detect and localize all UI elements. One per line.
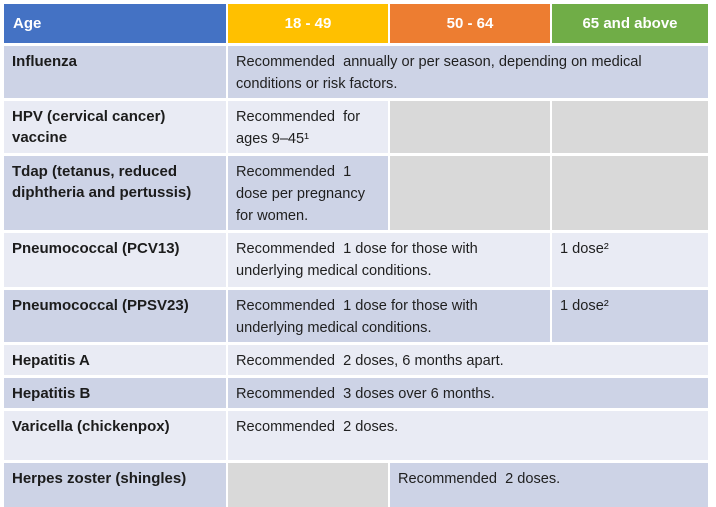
recommendation-cell-hepatitis-b: Recommended 3 doses over 6 months. xyxy=(228,378,708,408)
age-group-18-49-header: 18 - 49 xyxy=(228,4,388,43)
table-row-hepatitis-a: Hepatitis A Recommended 2 doses, 6 month… xyxy=(4,345,708,375)
empty-cell-herpes-zoster-18-49 xyxy=(228,463,388,507)
vaccine-label-influenza: Influenza xyxy=(4,46,226,98)
vaccine-label-hepatitis-a: Hepatitis A xyxy=(4,345,226,375)
table-row-hepatitis-b: Hepatitis B Recommended 3 doses over 6 m… xyxy=(4,378,708,408)
dose-cell-ppsv23-65-above: 1 dose² xyxy=(552,290,708,342)
dose-cell-pcv13-65-above: 1 dose² xyxy=(552,233,708,287)
recommendation-cell-hepatitis-a: Recommended 2 doses, 6 months apart. xyxy=(228,345,708,375)
table-row-influenza: Influenza Recommended annually or per se… xyxy=(4,46,708,98)
recommendation-cell-herpes-zoster-50-above: Recommended 2 doses. xyxy=(390,463,708,507)
table-row-ppsv23: Pneumococcal (PPSV23) Recommended 1 dose… xyxy=(4,290,708,342)
age-column-header: Age xyxy=(4,4,226,43)
recommendation-cell-varicella: Recommended 2 doses. xyxy=(228,411,708,460)
table-row-pcv13: Pneumococcal (PCV13) Recommended 1 dose … xyxy=(4,233,708,287)
recommendation-cell-ppsv23-18-64: Recommended 1 dose for those with underl… xyxy=(228,290,550,342)
vaccine-label-tdap: Tdap (tetanus, reduced diphtheria and pe… xyxy=(4,156,226,230)
empty-cell-tdap-65-above xyxy=(552,156,708,230)
vaccine-label-pcv13: Pneumococcal (PCV13) xyxy=(4,233,226,287)
table-row-varicella: Varicella (chickenpox) Recommended 2 dos… xyxy=(4,411,708,460)
table-row-hpv: HPV (cervical cancer) vaccine Recommende… xyxy=(4,101,708,153)
vaccine-label-hpv: HPV (cervical cancer) vaccine xyxy=(4,101,226,153)
table-row-herpes-zoster: Herpes zoster (shingles) Recommended 2 d… xyxy=(4,463,708,507)
recommendation-cell-tdap-18-49: Recommended 1 dose per pregnancy for wom… xyxy=(228,156,388,230)
recommendation-cell-pcv13-18-64: Recommended 1 dose for those with underl… xyxy=(228,233,550,287)
age-group-65-above-header: 65 and above xyxy=(552,4,708,43)
age-group-50-64-header: 50 - 64 xyxy=(390,4,550,43)
vaccine-label-hepatitis-b: Hepatitis B xyxy=(4,378,226,408)
vaccine-label-herpes-zoster: Herpes zoster (shingles) xyxy=(4,463,226,507)
empty-cell-hpv-65-above xyxy=(552,101,708,153)
recommendation-cell-hpv-18-49: Recommended for ages 9–45¹ xyxy=(228,101,388,153)
vaccine-label-ppsv23: Pneumococcal (PPSV23) xyxy=(4,290,226,342)
table-row-tdap: Tdap (tetanus, reduced diphtheria and pe… xyxy=(4,156,708,230)
recommendation-cell-influenza: Recommended annually or per season, depe… xyxy=(228,46,708,98)
empty-cell-hpv-50-64 xyxy=(390,101,550,153)
empty-cell-tdap-50-64 xyxy=(390,156,550,230)
table-header-row: Age 18 - 49 50 - 64 65 and above xyxy=(4,4,708,43)
vaccine-label-varicella: Varicella (chickenpox) xyxy=(4,411,226,460)
